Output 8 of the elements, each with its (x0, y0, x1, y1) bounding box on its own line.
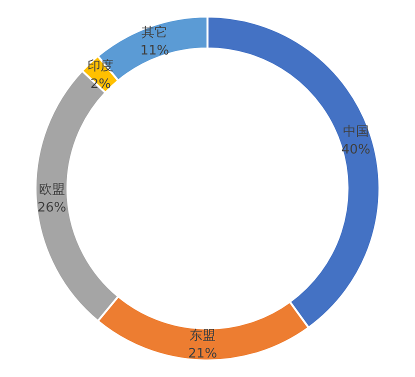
slice-label: 欧盟 (38, 182, 65, 198)
slice-label: 东盟 (190, 328, 216, 344)
data-label: 11% (140, 44, 170, 59)
data-label: 21% (188, 346, 218, 362)
data-label: 26% (37, 200, 66, 216)
slice-label: 中国 (342, 124, 369, 140)
slice-label: 印度 (88, 58, 114, 74)
slice-label: 其它 (142, 24, 168, 41)
